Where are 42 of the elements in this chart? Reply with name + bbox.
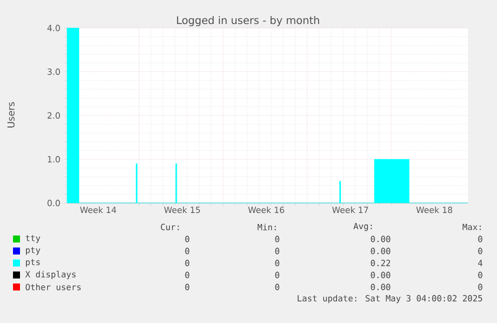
chart-title: Logged in users - by month: [177, 16, 320, 26]
x-tick-label: Week 14: [80, 206, 116, 214]
text: 0: [185, 260, 190, 266]
text: 0: [275, 260, 280, 266]
text: 0: [185, 236, 190, 242]
text: Last update: Sat May 3 04:00:02 2025: [298, 294, 482, 304]
y-tick-label: 0.0: [48, 200, 60, 206]
legend-label: tty: [26, 235, 40, 243]
legend-label: X displays: [25, 270, 76, 280]
text: Min:: [258, 224, 276, 230]
text: 0.22: [370, 260, 390, 266]
text: 0: [185, 284, 190, 290]
text: Cur:: [160, 224, 179, 230]
text: Avg:: [353, 222, 372, 232]
text: Max:: [462, 224, 481, 230]
text: 0: [275, 248, 280, 254]
text: 4: [478, 260, 482, 266]
text: 0: [275, 236, 280, 242]
y-tick-label: 2.0: [48, 112, 60, 119]
text: 0: [275, 272, 280, 278]
text: 0.00: [370, 284, 390, 290]
text: 0.00: [370, 248, 390, 254]
x-tick-label: Week 15: [164, 206, 200, 214]
text: 0: [275, 284, 280, 290]
x-tick-label: Week 16: [248, 206, 284, 214]
y-tick-label: 4.0: [47, 24, 60, 32]
y-axis-title: Users: [7, 102, 15, 128]
y-tick-label: 1.0: [48, 156, 60, 162]
legend-label: Other users: [26, 284, 81, 290]
text: 0: [478, 272, 482, 278]
legend-label: pts: [26, 259, 40, 267]
text: 0: [478, 248, 482, 254]
text: 0: [478, 284, 482, 290]
y-tick-label: 3.0: [48, 68, 60, 75]
x-tick-label: Week 18: [416, 206, 452, 214]
text: 0: [185, 272, 190, 278]
text: 0.00: [370, 236, 390, 242]
text: 0.00: [370, 272, 390, 278]
x-tick-label: Week 17: [332, 206, 368, 214]
text: 0: [478, 236, 482, 242]
text: 0: [185, 248, 190, 254]
legend-label: pty: [26, 247, 40, 255]
